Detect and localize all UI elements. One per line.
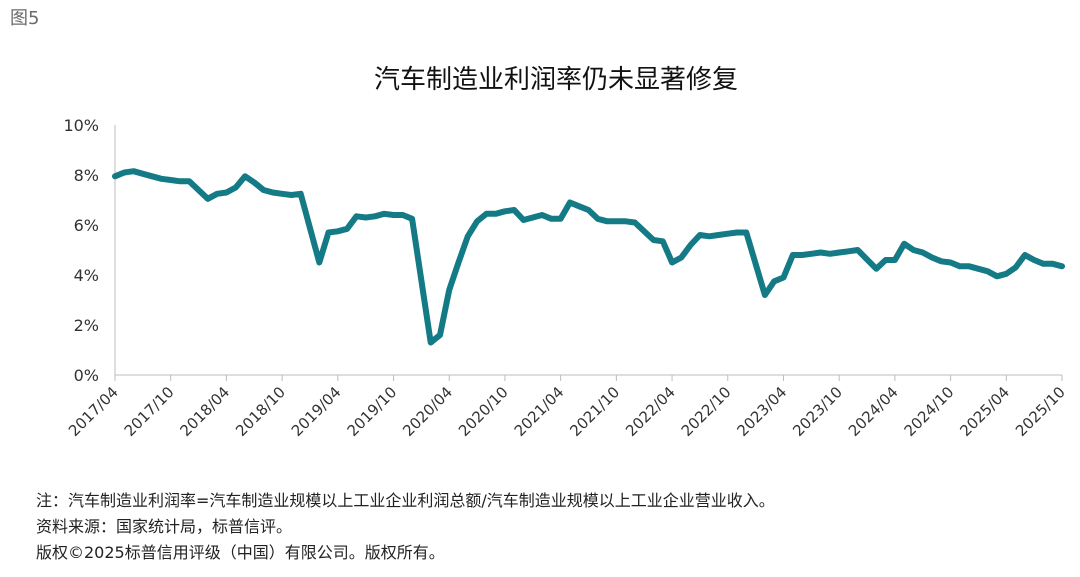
- x-tick-label: 2023/04: [733, 383, 790, 440]
- line-chart: 汽车制造业利润率仍未显著修复 0% 2% 4% 6% 8% 10% 2017/042017/…: [63, 65, 1069, 440]
- x-tick-label: 2020/04: [399, 383, 456, 440]
- x-tick-label: 2019/04: [288, 383, 345, 440]
- x-tick-label: 2021/04: [511, 383, 568, 440]
- note-source: 资料来源：国家统计局，标普信评。: [36, 517, 293, 536]
- y-tick-label: 0%: [74, 366, 99, 385]
- x-tick-label: 2024/10: [901, 383, 958, 440]
- x-tick-label: 2022/10: [678, 383, 735, 440]
- footnotes: 注：汽车制造业利润率=汽车制造业规模以上工业企业利润总额/汽车制造业规模以上工业…: [36, 488, 775, 566]
- y-tick-label: 10%: [63, 116, 99, 135]
- x-tick-label: 2025/04: [956, 383, 1013, 440]
- x-tick-label: 2022/04: [622, 383, 679, 440]
- figure-label: 图5: [10, 8, 40, 29]
- x-tick-label: 2020/10: [455, 383, 512, 440]
- note-copyright: 版权©2025标普信用评级（中国）有限公司。版权所有。: [36, 543, 445, 562]
- x-tick-label: 2019/10: [344, 383, 401, 440]
- y-tick-label: 6%: [74, 216, 99, 235]
- x-tick-label: 2021/10: [566, 383, 623, 440]
- x-tick-label: 2018/10: [232, 383, 289, 440]
- note-definition: 注：汽车制造业利润率=汽车制造业规模以上工业企业利润总额/汽车制造业规模以上工业…: [36, 491, 775, 510]
- y-tick-label: 8%: [74, 166, 99, 185]
- y-tick-label: 2%: [74, 316, 99, 335]
- chart-title: 汽车制造业利润率仍未显著修复: [374, 65, 738, 95]
- y-tick-label: 4%: [74, 266, 99, 285]
- x-tick-label: 2025/10: [1012, 383, 1069, 440]
- x-tick-label: 2017/10: [121, 383, 178, 440]
- x-tick-label: 2018/04: [176, 383, 233, 440]
- x-tick-label: 2023/10: [789, 383, 846, 440]
- x-tick-label: 2024/04: [845, 383, 902, 440]
- series-line: [112, 168, 1065, 346]
- x-tick-label: 2017/04: [65, 383, 122, 440]
